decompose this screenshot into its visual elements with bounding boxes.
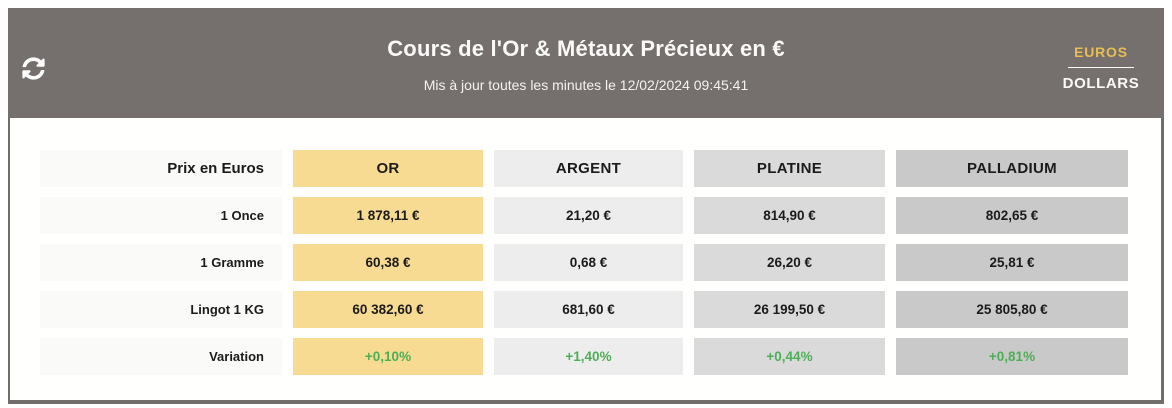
row-label-variation: Variation: [40, 338, 282, 375]
table-corner-label: Prix en Euros: [40, 150, 282, 187]
price-palladium-once: 802,65 €: [896, 197, 1128, 234]
price-grid: Prix en Euros OR ARGENT PLATINE PALLADIU…: [40, 150, 1161, 375]
price-palladium-lingot: 25 805,80 €: [896, 291, 1128, 328]
price-argent-lingot: 681,60 €: [494, 291, 683, 328]
page-title: Cours de l'Or & Métaux Précieux en €: [387, 36, 785, 61]
price-or-gramme: 60,38 €: [293, 244, 483, 281]
price-platine-once: 814,90 €: [694, 197, 885, 234]
refresh-sync-icon: [22, 56, 48, 80]
currency-option-dollars[interactable]: DOLLARS: [1062, 75, 1140, 92]
price-argent-gramme: 0,68 €: [494, 244, 683, 281]
column-header-palladium: PALLADIUM: [896, 150, 1128, 187]
currency-toggle: EUROS DOLLARS: [1060, 44, 1142, 92]
price-platine-gramme: 26,20 €: [694, 244, 885, 281]
variation-argent: +1,40%: [494, 338, 683, 375]
column-header-argent: ARGENT: [494, 150, 683, 187]
price-table: Prix en Euros OR ARGENT PLATINE PALLADIU…: [10, 118, 1161, 375]
variation-palladium: +0,81%: [896, 338, 1128, 375]
currency-toggle-divider: [1068, 67, 1134, 68]
row-label-lingot: Lingot 1 KG: [40, 291, 282, 328]
price-argent-once: 21,20 €: [494, 197, 683, 234]
currency-option-euros[interactable]: EUROS: [1074, 44, 1128, 60]
price-or-lingot: 60 382,60 €: [293, 291, 483, 328]
price-platine-lingot: 26 199,50 €: [694, 291, 885, 328]
variation-platine: +0,44%: [694, 338, 885, 375]
price-or-once: 1 878,11 €: [293, 197, 483, 234]
metal-prices-widget: Cours de l'Or & Métaux Précieux en € Mis…: [8, 8, 1164, 404]
widget-header: Cours de l'Or & Métaux Précieux en € Mis…: [8, 8, 1164, 118]
variation-or: +0,10%: [293, 338, 483, 375]
row-label-once: 1 Once: [40, 197, 282, 234]
price-palladium-gramme: 25,81 €: [896, 244, 1128, 281]
header-titles: Cours de l'Or & Métaux Précieux en € Mis…: [8, 36, 1164, 93]
last-updated-text: Mis à jour toutes les minutes le 12/02/2…: [423, 77, 749, 93]
column-header-platine: PLATINE: [694, 150, 885, 187]
column-header-or: OR: [293, 150, 483, 187]
row-label-gramme: 1 Gramme: [40, 244, 282, 281]
refresh-button[interactable]: [22, 55, 48, 81]
